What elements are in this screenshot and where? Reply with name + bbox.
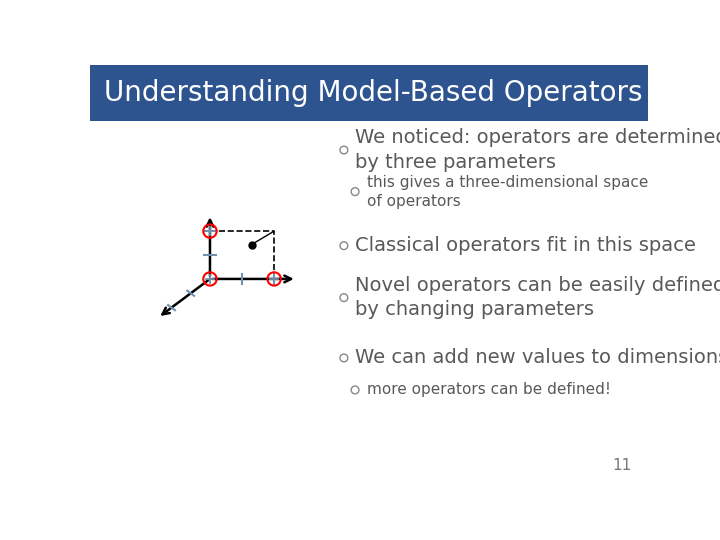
Text: 11: 11: [612, 458, 631, 473]
Text: We can add new values to dimensions!: We can add new values to dimensions!: [355, 348, 720, 367]
Text: this gives a three-dimensional space
of operators: this gives a three-dimensional space of …: [367, 174, 649, 209]
Text: Classical operators fit in this space: Classical operators fit in this space: [355, 236, 696, 255]
FancyBboxPatch shape: [90, 65, 648, 121]
Text: more operators can be defined!: more operators can be defined!: [367, 382, 611, 397]
Text: We noticed: operators are determined
by three parameters: We noticed: operators are determined by …: [355, 129, 720, 172]
Text: Understanding Model-Based Operators: Understanding Model-Based Operators: [104, 79, 642, 107]
Text: Novel operators can be easily defined
by changing parameters: Novel operators can be easily defined by…: [355, 276, 720, 319]
